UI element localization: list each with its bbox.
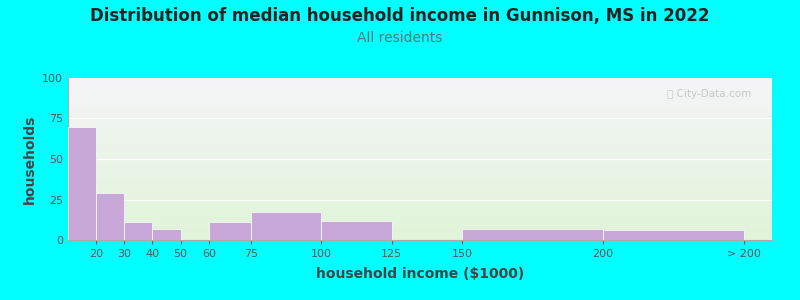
Bar <box>322 220 392 240</box>
Bar <box>96 193 124 240</box>
Bar <box>462 229 603 240</box>
X-axis label: household income ($1000): household income ($1000) <box>316 267 524 281</box>
Bar <box>124 222 153 240</box>
Bar <box>209 222 251 240</box>
Bar <box>603 230 744 240</box>
Text: Distribution of median household income in Gunnison, MS in 2022: Distribution of median household income … <box>90 8 710 26</box>
Text: Ⓒ City-Data.com: Ⓒ City-Data.com <box>666 89 751 99</box>
Bar <box>153 229 181 240</box>
Bar <box>251 212 322 240</box>
Text: All residents: All residents <box>358 32 442 46</box>
Y-axis label: households: households <box>22 114 37 204</box>
Bar <box>68 127 96 240</box>
